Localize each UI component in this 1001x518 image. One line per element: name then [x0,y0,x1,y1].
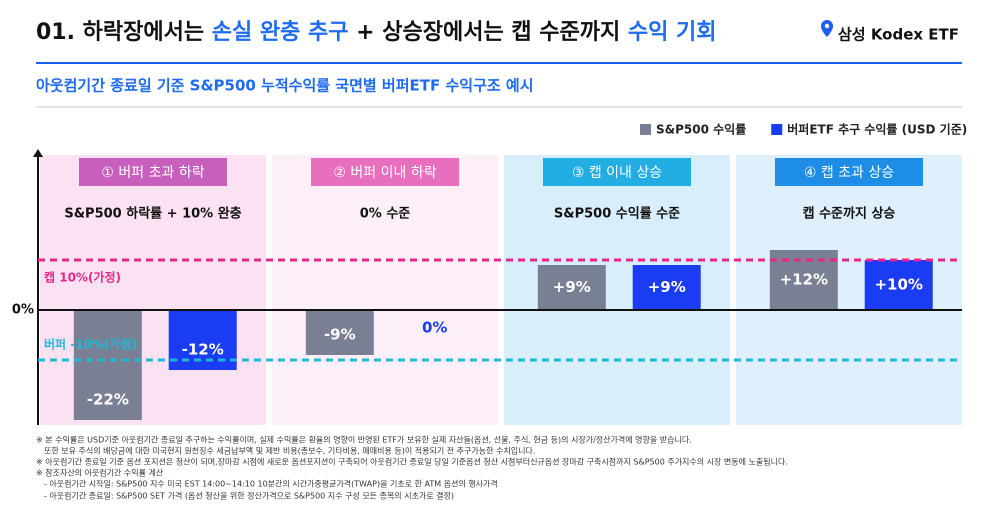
footnote: ※ 아웃컴기간 종료일 기준 옵션 포지션은 청산이 되며,장마감 시점에 새로… [36,457,788,467]
footnote: - 아웃컴기간 종료일: S&P500 SET 가격 (옵션 청산을 위한 정산… [44,491,454,501]
bar [864,260,933,310]
legend-swatch [640,124,651,135]
panel-header [775,158,923,186]
value-label: +9% [648,278,686,296]
legend-swatch [771,124,783,135]
title-highlight: 손실 완충 추구 [212,20,349,45]
panel-header [543,158,691,186]
panel-description: S&P500 하락률 + 10% 완충 [64,206,241,222]
panel-title: ④ 캡 초과 상승 [804,165,894,181]
value-label: +9% [553,278,591,296]
panel-description: S&P500 수익률 수준 [554,206,680,222]
footnote: ※ 본 수익률은 USD기준 아웃컴기간 종료일 추구하는 수익률이며, 실제 … [36,435,692,445]
panel-description: 0% 수준 [360,207,411,222]
legend-label: 버퍼ETF 추구 수익률 (USD 기준) [787,122,967,137]
subtitle: 아웃컴기간 종료일 기준 S&P500 누적수익률 국면별 버퍼ETF 수익구조… [36,77,534,95]
value-label: +12% [780,271,828,289]
bar [305,310,374,355]
footnote: - 아웃컴기간 시작일: S&P500 지수 미국 EST 14:00~14:1… [44,479,498,489]
bar [769,250,838,310]
footnote: ※ 참조자산의 아웃컴기간 수익률 계산 [36,468,164,478]
footnotes: ※ 본 수익률은 USD기준 아웃컴기간 종료일 추구하는 수익률이며, 실제 … [36,435,788,501]
panel-header [311,158,459,186]
brand-icon [821,20,833,37]
panel-description: 캡 수준까지 상승 [803,207,896,222]
footnote: 또한 보유 주식의 배당금에 대한 미국현지 원천징수 세금납부액 및 제반 비… [44,446,535,456]
bar [632,265,701,310]
legend-label: S&P500 수익률 [656,123,746,137]
brand: 삼성 Kodex ETF [838,26,959,44]
chart: S&P500 수익률 버퍼ETF 추구 수익률 (USD 기준) ① 버퍼 초과 하… [12,122,967,425]
value-label: +10% [874,276,922,294]
y-axis-arrow [33,149,43,157]
title: 01. 하락장에서는 손실 완충 추구 + 상승장에서는 캡 수준까지 수익 기… [36,20,717,45]
panel-title: ③ 캡 이내 상승 [572,165,662,181]
panel-header [79,158,227,186]
bar [168,310,237,370]
panel [272,155,498,425]
value-label: -9% [324,326,356,344]
value-label: 0% [422,319,447,337]
y-tick-label: 0% [12,303,34,318]
reference-label: 캡 10%(가정) [44,270,121,285]
title-part: + 상승장에서는 캡 수준까지 [349,20,628,45]
bar [73,310,142,420]
panel-title: ② 버퍼 이내 하락 [333,165,436,181]
value-label: -12% [182,341,224,359]
title-part: 01. 하락장에서는 [36,20,212,45]
reference-label: 버퍼 -10%(가정) [44,337,137,352]
panel-title: ① 버퍼 초과 하락 [101,165,204,181]
brand-icon-dot [824,23,830,29]
bar [537,265,606,310]
title-highlight: 수익 기회 [628,20,717,45]
value-label: -22% [87,391,129,409]
